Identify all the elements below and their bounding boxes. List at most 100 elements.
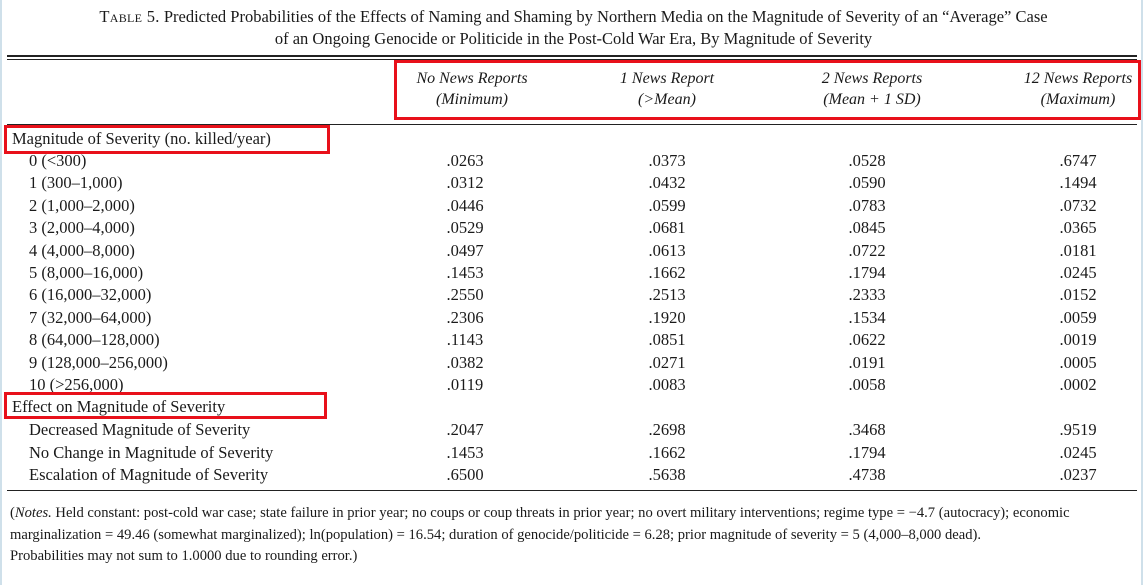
row-label: 9 (128,000–256,000) [29,352,168,372]
row-label: 6 (16,000–32,000) [29,285,152,305]
cell-value: .0005 [1059,352,1097,372]
column-header-1: No News Reports (Minimum) [407,68,537,110]
column-header-4: 12 News Reports (Maximum) [1008,68,1143,110]
column-header-3: 2 News Reports (Mean + 1 SD) [802,68,942,110]
cell-value: .2333 [848,285,886,305]
cell-value: .0373 [648,151,686,170]
cell-value: .0599 [648,195,686,215]
row-label: 4 (4,000–8,000) [29,240,135,260]
row-label: No Change in Magnitude of Severity [29,442,274,462]
row-label: Escalation of Magnitude of Severity [29,465,269,484]
notes-open-paren: ( [10,505,15,521]
cell-value: .1794 [848,263,886,282]
cell-value: .0181 [1059,240,1097,260]
cell-value: .0446 [446,195,484,215]
cell-value: .2550 [446,285,484,305]
cell-value: .0119 [446,375,484,394]
column-header-4-line1: 12 News Reports [1023,70,1133,87]
cell-value: .4738 [848,465,886,484]
caption-line-1: Table 5. Predicted Probabilities of the … [2,6,1143,28]
column-header-1-line1: No News Reports [416,70,528,87]
cell-value: .0058 [848,375,886,394]
table-notes: (Notes. Held constant: post-cold war cas… [10,503,1135,568]
table-row: 10 (>256,000) .0119 .0083 .0058 .0002 [2,374,1143,396]
row-label: 5 (8,000–16,000) [29,263,144,282]
cell-value: .1662 [648,442,686,462]
column-header-2-line1: 1 News Report [619,70,715,87]
table-row: 2 (1,000–2,000) .0446 .0599 .0783 .0732 [2,195,1143,217]
cell-value: .1662 [648,263,686,282]
cell-value: .3468 [848,420,886,439]
cell-value: .0613 [648,240,686,260]
row-label: 8 (64,000–128,000) [29,330,160,350]
cell-value: .2513 [648,285,686,305]
cell-value: .1494 [1059,173,1097,193]
cell-value: .0732 [1059,195,1097,215]
top-rule-thick [7,55,1137,57]
table-row: 9 (128,000–256,000) .0382 .0271 .0191 .0005 [2,352,1143,374]
notes-paragraph-1: (Notes. Held constant: post-cold war cas… [10,503,1135,546]
column-header-2: 1 News Report (>Mean) [602,68,732,110]
cell-value: .6500 [446,465,484,484]
column-header-3-line1: 2 News Reports [821,70,923,87]
table-row: 7 (32,000–64,000) .2306 .1920 .1534 .0059 [2,307,1143,329]
cell-value: .0245 [1059,263,1097,282]
header-rule [7,124,1137,125]
cell-value: .1143 [446,330,484,350]
bottom-rule [7,490,1137,491]
section-1-title: Magnitude of Severity (no. killed/year) [12,129,271,148]
highlight-box-section-1-title [4,125,330,154]
cell-value: .0432 [648,173,686,193]
cell-value: .0059 [1059,307,1097,327]
cell-value: .0529 [446,218,484,238]
notes-label: Notes. [14,505,52,521]
table-row: 8 (64,000–128,000) .1143 .0851 .0622 .0019 [2,329,1143,351]
cell-value: .0382 [446,352,484,372]
row-label: 2 (1,000–2,000) [29,195,135,215]
cell-value: .0002 [1059,375,1097,394]
highlight-box-section-2-title [4,392,327,419]
cell-value: .0528 [848,151,886,170]
cell-value: .0783 [848,195,886,215]
table-row: 0 (<300) .0263 .0373 .0528 .6747 [2,150,1143,172]
column-header-2-line2: (>Mean) [638,91,696,108]
cell-value: .0622 [848,330,886,350]
highlight-box-column-headers [394,60,1141,120]
cell-value: .0245 [1059,442,1097,462]
section-2-title: Effect on Magnitude of Severity [12,397,226,416]
cell-value: .0263 [446,151,484,170]
table-row: 6 (16,000–32,000) .2550 .2513 .2333 .0152 [2,284,1143,306]
row-label: 10 (>256,000) [29,375,124,394]
cell-value: .1920 [648,307,686,327]
table-row: 3 (2,000–4,000) .0529 .0681 .0845 .0365 [2,217,1143,239]
cell-value: .9519 [1059,420,1097,439]
notes-paragraph-2: Probabilities may not sum to 1.0000 due … [10,548,358,564]
table-row: No Change in Magnitude of Severity .1453.… [2,442,1143,464]
cell-value: .2047 [446,420,484,439]
cell-value: .0152 [1059,285,1097,305]
cell-value: .0365 [1059,218,1097,238]
cell-value: .0312 [446,173,484,193]
cell-value: .1453 [446,442,484,462]
cell-value: .2306 [446,307,484,327]
cell-value: .0845 [848,218,886,238]
column-header-3-line2: (Mean + 1 SD) [823,91,921,108]
cell-value: .0681 [648,218,686,238]
cell-value: .0722 [848,240,886,260]
table-row: 1 (300–1,000) .0312 .0432 .0590 .1494 [2,172,1143,194]
column-header-1-line2: (Minimum) [436,91,508,108]
row-label: 7 (32,000–64,000) [29,307,152,327]
cell-value: .1794 [848,442,886,462]
cell-value: .0019 [1059,330,1097,350]
row-label: 0 (<300) [29,151,87,170]
table-row: 4 (4,000–8,000) .0497 .0613 .0722 .0181 [2,240,1143,262]
cell-value: .0497 [446,240,484,260]
section-1-title-row: Magnitude of Severity (no. killed/year) [2,128,1143,150]
caption-title-1: Predicted Probabilities of the Effects o… [163,7,1048,26]
cell-value: .0271 [648,352,686,372]
top-rule-thin [7,59,1137,60]
table-caption: Table 5. Predicted Probabilities of the … [2,6,1143,50]
column-header-4-line2: (Maximum) [1040,91,1116,108]
cell-value: .0237 [1059,465,1097,484]
row-label: Decreased Magnitude of Severity [29,420,251,439]
